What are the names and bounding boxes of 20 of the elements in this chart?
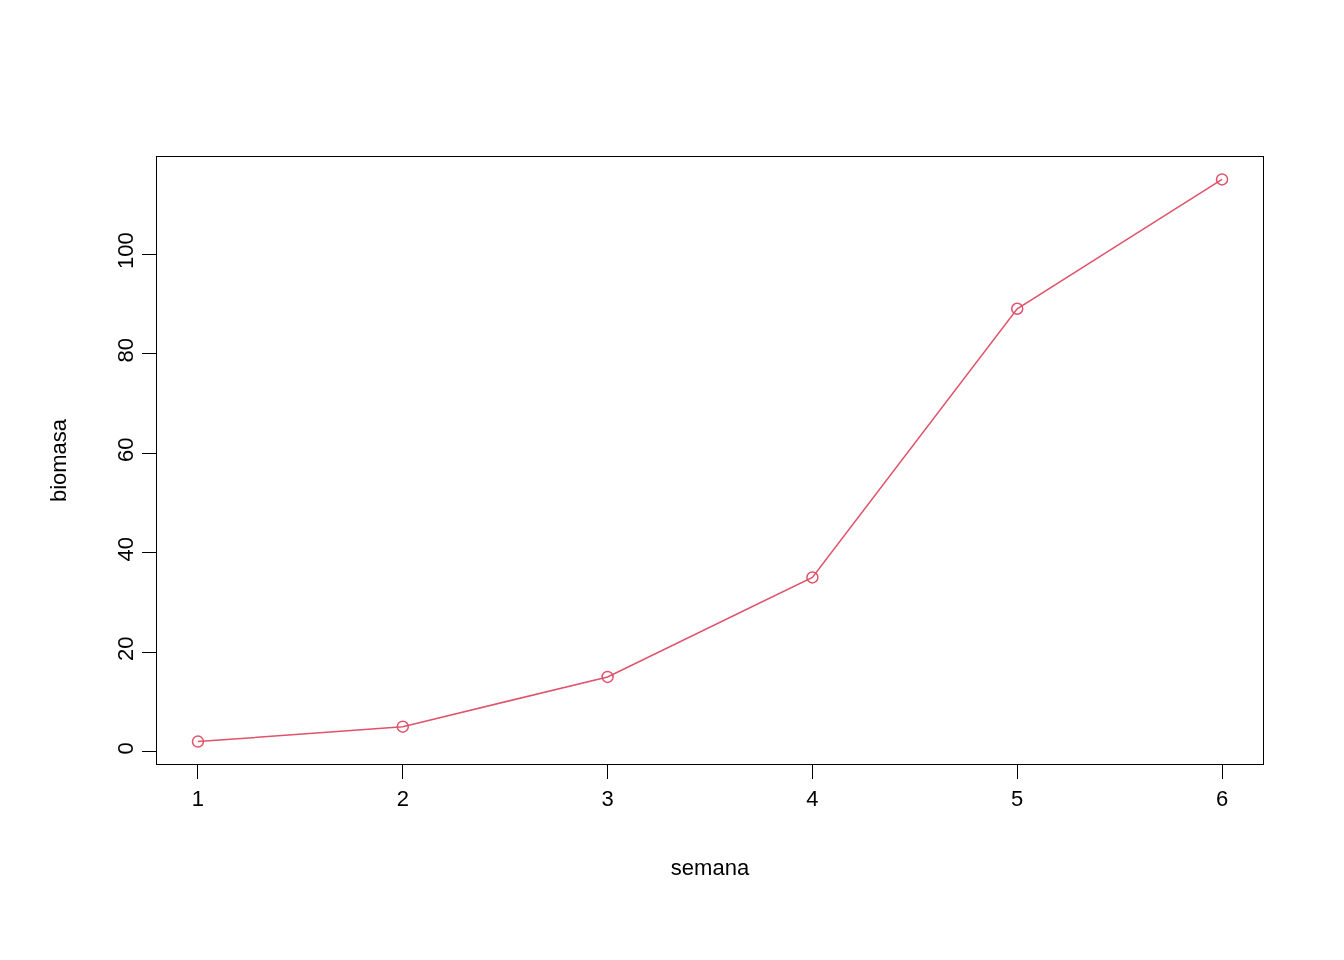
y-tick-label: 100 bbox=[113, 232, 139, 270]
point bbox=[1010, 302, 1024, 315]
x-tick-label: 6 bbox=[1215, 785, 1229, 811]
x-tick-label: 2 bbox=[396, 785, 409, 811]
y-axis-title: biomasa bbox=[45, 418, 71, 503]
x-tick-label: 3 bbox=[601, 785, 614, 811]
x-tick-label: 1 bbox=[191, 785, 205, 811]
y-tick-label: 0 bbox=[113, 742, 139, 755]
x-tick-label: 4 bbox=[806, 785, 819, 811]
y-tick-label: 80 bbox=[113, 337, 139, 363]
point bbox=[396, 720, 410, 733]
y-tick-label: 40 bbox=[113, 537, 139, 562]
point bbox=[191, 735, 205, 748]
y-tick-label: 60 bbox=[113, 437, 139, 462]
y-tick-label: 20 bbox=[113, 636, 139, 661]
x-tick-label: 5 bbox=[1011, 785, 1024, 811]
point bbox=[1215, 173, 1229, 186]
point bbox=[806, 571, 819, 584]
x-axis-title: semana bbox=[670, 855, 750, 881]
point bbox=[601, 670, 614, 684]
